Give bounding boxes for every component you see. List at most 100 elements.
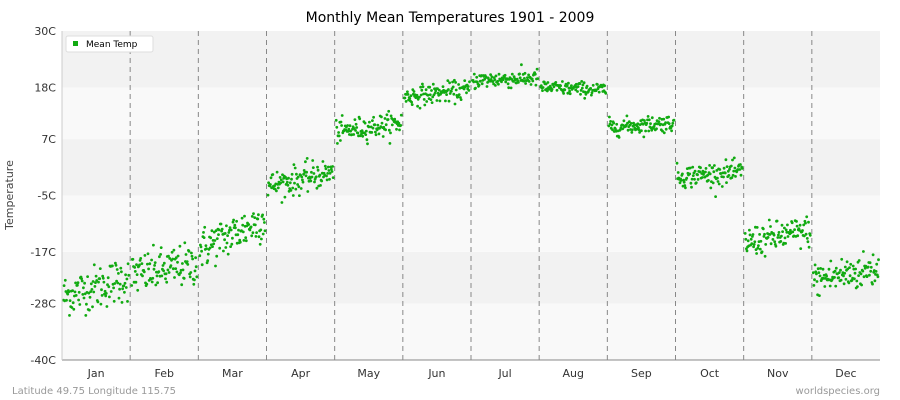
data-point bbox=[438, 99, 442, 103]
data-point bbox=[176, 254, 180, 258]
data-point bbox=[625, 114, 629, 118]
data-point bbox=[183, 241, 187, 245]
data-point bbox=[260, 237, 263, 241]
data-point bbox=[404, 100, 408, 103]
data-point bbox=[254, 235, 258, 238]
data-point bbox=[422, 98, 426, 101]
data-point bbox=[135, 273, 139, 276]
data-point bbox=[524, 82, 527, 85]
data-point bbox=[346, 124, 349, 127]
data-point bbox=[420, 88, 424, 92]
data-point bbox=[568, 89, 571, 93]
data-point bbox=[380, 121, 384, 125]
data-point bbox=[637, 128, 641, 132]
data-point bbox=[399, 124, 403, 127]
data-point bbox=[448, 81, 451, 85]
data-point bbox=[314, 175, 318, 179]
data-point bbox=[261, 232, 265, 236]
data-point bbox=[263, 229, 267, 233]
data-point bbox=[355, 126, 359, 129]
data-point bbox=[675, 161, 679, 165]
data-point bbox=[122, 284, 126, 288]
data-point bbox=[767, 218, 771, 222]
data-point bbox=[779, 240, 783, 243]
data-point bbox=[468, 80, 471, 84]
data-point bbox=[430, 101, 434, 104]
data-point bbox=[377, 132, 381, 136]
data-point bbox=[156, 281, 160, 285]
data-point bbox=[757, 244, 760, 248]
data-point bbox=[205, 247, 208, 251]
data-point bbox=[714, 195, 717, 199]
data-point bbox=[531, 79, 535, 83]
data-point bbox=[81, 293, 85, 296]
data-point bbox=[760, 250, 764, 254]
data-point bbox=[837, 271, 841, 274]
data-point bbox=[865, 275, 869, 278]
data-point bbox=[217, 228, 221, 232]
data-point bbox=[491, 80, 495, 83]
data-point bbox=[834, 266, 838, 270]
data-point bbox=[262, 217, 266, 221]
data-point bbox=[667, 115, 670, 119]
data-point bbox=[83, 281, 86, 285]
data-point bbox=[174, 267, 178, 270]
data-point bbox=[857, 274, 860, 277]
data-point bbox=[424, 88, 428, 92]
data-point bbox=[713, 164, 716, 167]
data-point bbox=[133, 270, 137, 273]
data-point bbox=[823, 285, 827, 288]
data-point bbox=[337, 131, 340, 134]
data-point bbox=[552, 85, 556, 89]
data-point bbox=[318, 173, 322, 177]
data-point bbox=[157, 270, 161, 274]
data-point bbox=[215, 254, 219, 258]
data-point bbox=[372, 115, 375, 119]
legend[interactable]: Mean Temp bbox=[65, 35, 154, 53]
data-point bbox=[860, 283, 863, 287]
data-point bbox=[224, 246, 228, 249]
data-point bbox=[182, 277, 186, 280]
data-point bbox=[638, 131, 641, 134]
data-point bbox=[536, 77, 540, 80]
data-point bbox=[780, 223, 784, 227]
data-point bbox=[305, 157, 309, 160]
data-point bbox=[774, 244, 778, 248]
data-point bbox=[758, 233, 761, 236]
data-point bbox=[597, 90, 601, 94]
legend-swatch bbox=[73, 41, 78, 46]
data-point bbox=[725, 165, 729, 169]
data-point bbox=[444, 99, 447, 103]
data-point bbox=[166, 268, 170, 272]
data-point bbox=[608, 115, 611, 119]
data-point bbox=[727, 174, 731, 177]
data-point bbox=[412, 90, 416, 93]
data-point bbox=[670, 129, 673, 133]
x-tick-label: Aug bbox=[563, 367, 584, 380]
data-point bbox=[457, 83, 460, 86]
data-point bbox=[87, 291, 91, 295]
data-point bbox=[655, 127, 658, 131]
data-point bbox=[506, 82, 510, 86]
data-point bbox=[518, 72, 521, 76]
data-point bbox=[138, 263, 141, 267]
data-point bbox=[220, 227, 224, 231]
data-point bbox=[504, 80, 508, 84]
data-point bbox=[707, 179, 710, 182]
data-point bbox=[720, 185, 724, 188]
data-point bbox=[856, 285, 859, 288]
data-point bbox=[426, 93, 430, 97]
data-point bbox=[193, 278, 196, 282]
y-tick-label: -40C bbox=[30, 354, 56, 367]
data-point bbox=[153, 264, 157, 267]
data-point bbox=[732, 169, 736, 173]
data-point bbox=[238, 240, 242, 244]
data-point bbox=[95, 279, 99, 282]
data-point bbox=[717, 182, 721, 186]
data-point bbox=[124, 286, 128, 289]
data-point bbox=[744, 237, 748, 241]
data-point bbox=[63, 278, 67, 282]
data-point bbox=[88, 295, 92, 299]
data-point bbox=[217, 233, 220, 237]
data-point bbox=[467, 89, 471, 92]
